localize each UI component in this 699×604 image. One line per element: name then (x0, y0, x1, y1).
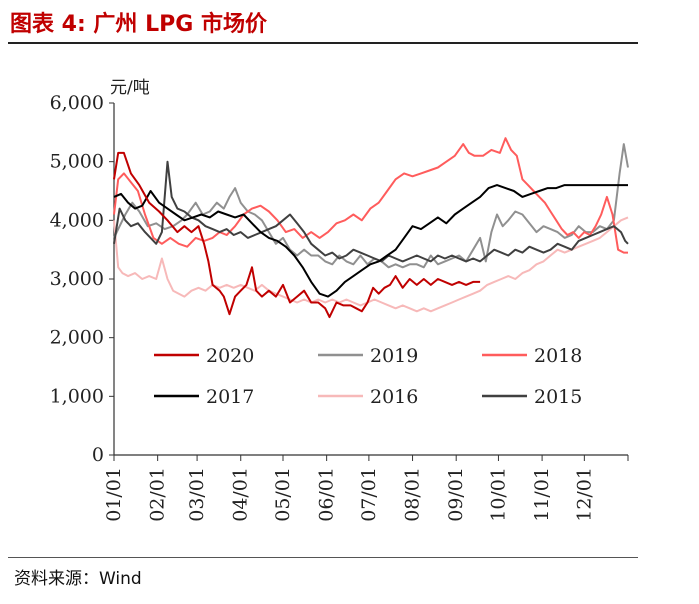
series-line-2020 (113, 151, 481, 319)
series-line-2016 (113, 216, 629, 313)
series-line-2015 (113, 160, 629, 263)
footer-divider (8, 557, 638, 558)
legend-label-2015: 2015 (534, 386, 582, 408)
x-tick-label: 12/01 (573, 467, 595, 522)
source-note: 资料来源：Wind (14, 569, 142, 589)
x-tick-label: 09/01 (445, 467, 467, 522)
series-line-2018 (113, 137, 628, 254)
series-lines (113, 137, 629, 319)
x-tick-label: 02/01 (147, 467, 169, 522)
page-title: 图表 4: 广州 LPG 市场价 (10, 12, 267, 37)
x-tick-label: 01/01 (103, 467, 125, 522)
x-tick-label: 04/01 (230, 467, 252, 522)
y-tick-label: 4,000 (50, 209, 104, 231)
legend-label-2019: 2019 (370, 345, 418, 367)
x-tick-label: 03/01 (186, 467, 208, 522)
x-tick-label: 08/01 (402, 467, 424, 522)
legend-label-2018: 2018 (534, 345, 582, 367)
y-tick-label: 0 (92, 444, 104, 466)
y-tick-label: 5,000 (50, 151, 104, 173)
y-ticks: 0 1,000 2,000 3,000 4,000 5,000 6,000 (50, 92, 114, 466)
y-tick-label: 6,000 (50, 92, 104, 114)
series-line-2017 (113, 184, 628, 298)
y-unit-label: 元/吨 (110, 78, 150, 98)
x-tick-label: 11/01 (531, 467, 553, 522)
line-chart: 元/吨 0 1,000 2,000 3,000 4,000 5,000 6,000 01/0… (50, 78, 629, 522)
y-tick-label: 3,000 (50, 268, 104, 290)
legend-label-2020: 2020 (206, 345, 254, 367)
x-tick-label: 05/01 (272, 467, 294, 522)
x-tick-label: 10/01 (487, 467, 509, 522)
y-tick-label: 1,000 (50, 385, 104, 407)
x-ticks: 01/01 02/01 03/01 04/01 05/01 06/01 07/01 08/01… (103, 455, 629, 522)
title-divider (8, 42, 638, 44)
y-tick-label: 2,000 (50, 327, 104, 349)
x-tick-label: 06/01 (316, 467, 338, 522)
legend-label-2016: 2016 (370, 386, 418, 408)
x-tick-label: 07/01 (358, 467, 380, 522)
legend: 2020 2019 2018 2017 2016 2015 (154, 345, 582, 408)
legend-label-2017: 2017 (206, 386, 254, 408)
